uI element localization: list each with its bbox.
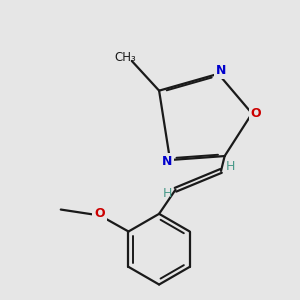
- Text: N: N: [216, 64, 227, 77]
- Text: N: N: [216, 64, 227, 77]
- Text: O: O: [251, 107, 261, 120]
- Text: O: O: [94, 207, 105, 220]
- Text: O: O: [251, 107, 261, 120]
- Text: H: H: [163, 187, 172, 200]
- Text: N: N: [162, 155, 172, 168]
- Text: CH₃: CH₃: [115, 51, 136, 64]
- Text: H: H: [226, 160, 235, 173]
- Text: N: N: [162, 155, 172, 168]
